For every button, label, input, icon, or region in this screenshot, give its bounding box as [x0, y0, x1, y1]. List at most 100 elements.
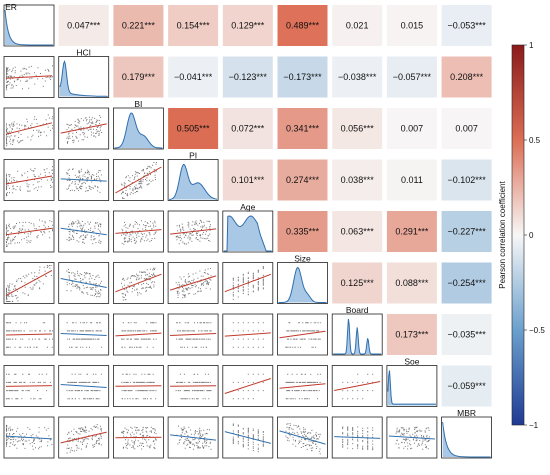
variable-label-er: ER [5, 2, 17, 12]
corr-cell-age-board: 0.063*** [332, 211, 382, 252]
variable-label-bi: BI [134, 99, 142, 109]
corr-label-bi-mbr: 0.007 [455, 124, 478, 134]
density-plot-er: ER [4, 2, 54, 46]
corr-cell-board-soe: 0.173*** [387, 314, 437, 355]
corr-label-er-size: 0.489*** [286, 21, 320, 31]
scatter-plot-board-size [278, 314, 328, 355]
scatter-plot-soe-hci [59, 366, 109, 407]
density-plot-board: Board [332, 305, 382, 355]
colorbar-tick-label: 1 [529, 41, 534, 50]
corr-label-hci-board: −0.038*** [338, 72, 377, 82]
corr-label-hci-mbr: 0.208*** [450, 72, 484, 82]
scatter-plot-board-age [223, 314, 273, 355]
corr-cell-size-soe: 0.088*** [387, 263, 437, 304]
density-plot-size: Size [278, 254, 328, 304]
scatter-plot-mbr-hci [59, 417, 109, 458]
corr-cell-hci-pi: −0.041*** [168, 57, 218, 98]
corr-cell-board-mbr: −0.035*** [442, 314, 492, 355]
colorbar-tick-label: 0.5 [529, 136, 541, 145]
corr-label-age-mbr: −0.227*** [447, 227, 486, 237]
corr-cell-bi-soe: 0.007 [387, 108, 437, 149]
corr-cell-size-mbr: −0.254*** [442, 263, 492, 304]
scatter-plot-age-hci [59, 211, 109, 252]
scatter-plot-pi-bi [113, 160, 163, 201]
density-plot-mbr: MBR [442, 408, 492, 458]
corr-label-bi-soe: 0.007 [401, 124, 424, 134]
corr-cell-bi-size: 0.341*** [278, 108, 328, 149]
corr-label-size-soe: 0.088*** [395, 278, 429, 288]
scatter-plot-bi-hci [59, 108, 109, 149]
corr-cell-bi-age: 0.072*** [223, 108, 273, 149]
corr-label-soe-mbr: −0.059*** [447, 381, 486, 391]
corr-label-hci-size: −0.173*** [283, 72, 322, 82]
scatter-plot-pi-er [4, 160, 54, 201]
corr-cell-hci-board: −0.038*** [332, 57, 382, 98]
corr-cell-er-mbr: −0.053*** [442, 5, 492, 46]
corr-cell-pi-mbr: −0.102*** [442, 160, 492, 201]
corr-label-board-soe: 0.173*** [395, 330, 429, 340]
scatter-plot-age-er [4, 211, 54, 252]
scatter-plot-board-pi [168, 314, 218, 355]
scatter-plot-mbr-er [4, 417, 54, 458]
corr-cell-soe-mbr: −0.059*** [442, 366, 492, 407]
density-plot-hci: HCI [59, 48, 109, 98]
variable-label-soe: Soe [404, 357, 419, 367]
matrix-cells: ER0.047***0.221***0.154***0.129***0.489*… [4, 2, 492, 458]
variable-label-size: Size [294, 254, 311, 264]
scatter-plot-board-er [4, 314, 54, 355]
corr-label-bi-pi: 0.505*** [177, 124, 211, 134]
variable-label-mbr: MBR [457, 408, 476, 418]
corr-label-er-board: 0.021 [346, 21, 369, 31]
corr-cell-hci-soe: −0.057*** [387, 57, 437, 98]
corr-cell-hci-bi: 0.179*** [113, 57, 163, 98]
corr-cell-er-age: 0.129*** [223, 5, 273, 46]
density-plot-pi: PI [168, 151, 218, 201]
corr-label-bi-age: 0.072*** [231, 124, 265, 134]
corr-cell-age-mbr: −0.227*** [442, 211, 492, 252]
corr-label-er-hci: 0.047*** [67, 21, 101, 31]
corr-cell-age-size: 0.335*** [278, 211, 328, 252]
corr-cell-bi-pi: 0.505*** [168, 108, 218, 149]
corr-cell-pi-board: 0.038*** [332, 160, 382, 201]
corr-label-er-age: 0.129*** [231, 21, 265, 31]
scatter-plot-mbr-board [332, 417, 382, 458]
corr-label-pi-mbr: −0.102*** [447, 175, 486, 185]
variable-label-hci: HCI [76, 48, 91, 58]
density-plot-age: Age [223, 202, 273, 252]
colorbar-gradient [512, 45, 524, 425]
scatter-plot-soe-bi [113, 366, 163, 407]
scatter-plot-soe-size [278, 366, 328, 407]
corr-label-hci-age: −0.123*** [229, 72, 268, 82]
corr-label-pi-board: 0.038*** [341, 175, 375, 185]
scatter-plot-size-pi [168, 263, 218, 304]
corr-cell-size-board: 0.125*** [332, 263, 382, 304]
corr-cell-pi-age: 0.101*** [223, 160, 273, 201]
corr-label-hci-soe: −0.057*** [393, 72, 432, 82]
scatter-plot-size-er [4, 263, 54, 304]
fit-line [170, 386, 216, 387]
corr-label-hci-pi: −0.041*** [174, 72, 213, 82]
corr-cell-pi-soe: 0.011 [387, 160, 437, 201]
corr-label-board-mbr: −0.035*** [447, 330, 486, 340]
scatter-plot-size-bi [113, 263, 163, 304]
corr-label-age-board: 0.063*** [341, 227, 375, 237]
corr-label-size-mbr: −0.254*** [447, 278, 486, 288]
colorbar-tick-label: 0 [529, 231, 534, 240]
variable-label-pi: PI [189, 151, 197, 161]
scatter-plot-age-bi [113, 211, 163, 252]
corr-label-bi-board: 0.056*** [341, 124, 375, 134]
scatter-plot-pi-hci [59, 160, 109, 201]
corr-cell-pi-size: 0.274*** [278, 160, 328, 201]
colorbar-tick-label: −0.5 [529, 326, 545, 335]
corr-label-er-pi: 0.154*** [177, 21, 211, 31]
corr-label-age-soe: 0.291*** [395, 227, 429, 237]
scatter-plot-mbr-pi [168, 417, 218, 458]
density-plot-soe: Soe [387, 357, 437, 407]
corr-cell-bi-mbr: 0.007 [442, 108, 492, 149]
corr-cell-bi-board: 0.056*** [332, 108, 382, 149]
scatter-plot-age-pi [168, 211, 218, 252]
corr-label-age-size: 0.335*** [286, 227, 320, 237]
